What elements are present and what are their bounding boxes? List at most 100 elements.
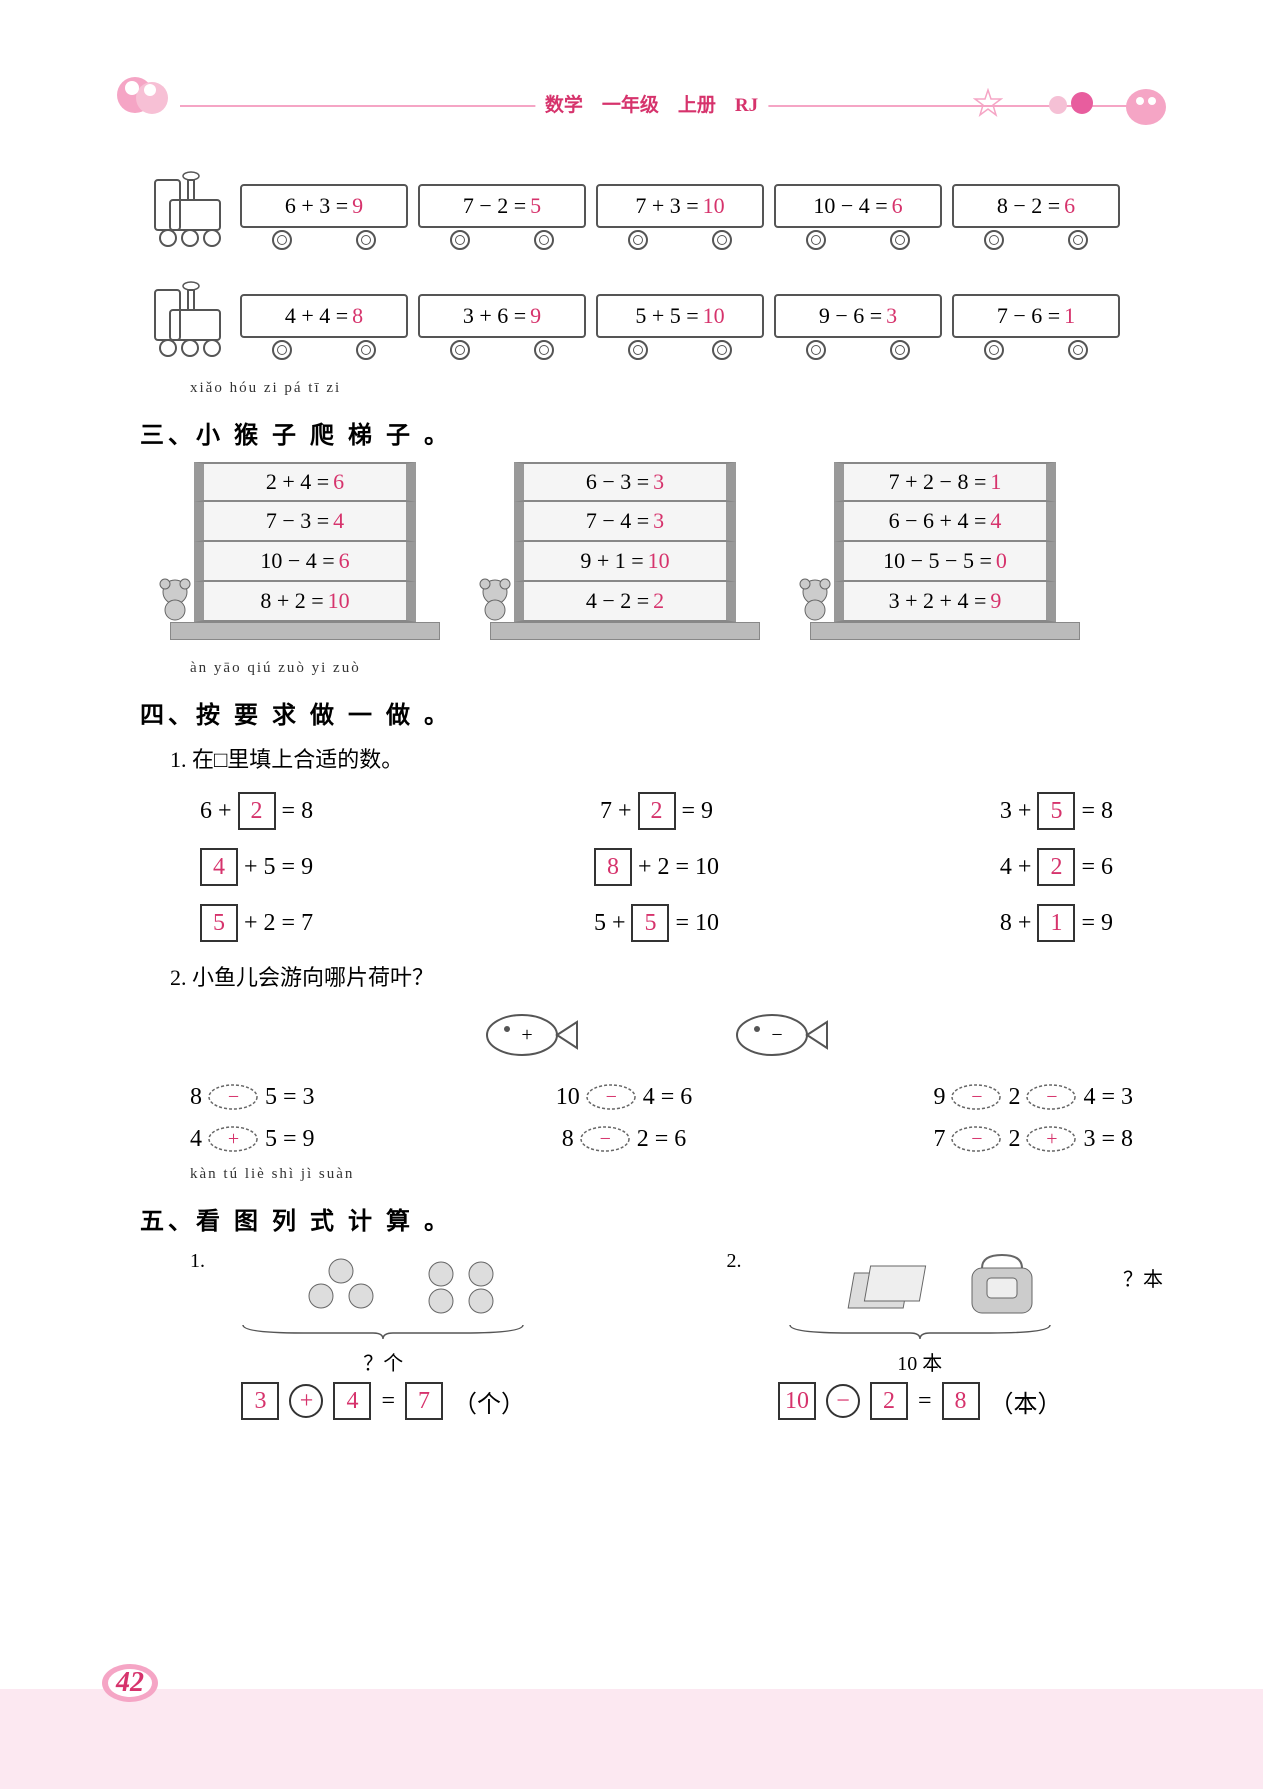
p2-a: 10 [778, 1382, 816, 1420]
leaf-row: 8−5 = 310−4 = 69−2−4 = 3 [190, 1082, 1133, 1112]
problem-2: 2. ？本 10 本 10 − 2 = 8 （本） [697, 1248, 1144, 1420]
ladder-rung: 7 − 3 =4 [194, 502, 416, 542]
train-cars-2: 4 + 4 =8 3 + 6 =9 5 + 5 =10 9 − 6 =3 7 −… [240, 294, 1120, 360]
monkey-icon [470, 572, 520, 622]
fish-legend: + − [140, 1007, 1163, 1067]
fill-item: 8 +1= 9 [1000, 904, 1113, 942]
p1-unit: （个） [453, 1384, 525, 1419]
section3-title: 三、小 猴 子 爬 梯 子 。 [140, 415, 1163, 450]
fill-item: 6 +2= 8 [200, 792, 313, 830]
p2-op: − [826, 1384, 860, 1418]
ladder-2: 6 − 3 =37 − 4 =39 + 1 =104 − 2 =2 [490, 462, 760, 640]
monkey-icon [790, 572, 840, 622]
leaf-row: 4+5 = 9 8−2 = 6 7−2+3 = 8 [190, 1124, 1133, 1154]
problem-1: 1. ？个 3 + 4 = 7 （个） [160, 1248, 607, 1420]
leaf-rows: 8−5 = 310−4 = 69−2−4 = 34+5 = 98−2 = 67−… [190, 1082, 1133, 1154]
train-car: 9 − 6 =3 [774, 294, 942, 360]
p1-r: 7 [405, 1382, 443, 1420]
ladder-rung: 7 − 4 =3 [514, 502, 736, 542]
fill-row: 5+ 2 = 7 5 +5= 10 8 +1= 9 [200, 904, 1113, 942]
lotus-leaf-icon: − [949, 1082, 1004, 1112]
p1-brace-label: ？个 [160, 1347, 607, 1376]
ladder-rung: 2 + 4 =6 [194, 462, 416, 502]
p2-equation: 10 − 2 = 8 （本） [697, 1382, 1144, 1420]
eq: = [918, 1388, 932, 1415]
page: 数学 一年级 上册 RJ 6 + 3 =9 7 − 2 =5 7 + 3 =10… [0, 0, 1263, 1789]
train-cars-1: 6 + 3 =9 7 − 2 =5 7 + 3 =10 10 − 4 =6 8 … [240, 184, 1120, 250]
mascot-left-icon [110, 60, 180, 130]
section5-title: 五、看 图 列 式 计 算 。 [140, 1201, 1163, 1236]
ladder-rung: 9 + 1 =10 [514, 542, 736, 582]
p2-num: 2. [727, 1250, 742, 1273]
ladder-rung: 6 − 6 + 4 =4 [834, 502, 1056, 542]
train-car: 3 + 6 =9 [418, 294, 586, 360]
train-car: 4 + 4 =8 [240, 294, 408, 360]
p1-op: + [289, 1384, 323, 1418]
svg-text:−: − [771, 1024, 782, 1046]
ladder-rung: 6 − 3 =3 [514, 462, 736, 502]
header-title: 数学 一年级 上册 RJ [535, 90, 768, 117]
books-bag-icon: ？本 [752, 1248, 1144, 1323]
ladder-1: 2 + 4 =67 − 3 =410 − 4 =68 + 2 =10 [170, 462, 440, 640]
lotus-leaf-icon: − [949, 1124, 1004, 1154]
train-engine-icon [140, 270, 230, 360]
lotus-leaf-icon: − [206, 1082, 261, 1112]
fill-item: 4 +2= 6 [1000, 848, 1113, 886]
ladders: 2 + 4 =67 − 3 =410 − 4 =68 + 2 =10 6 − 3… [170, 462, 1163, 640]
header-dots-icon [1049, 92, 1093, 119]
fill-blank-rows: 6 +2= 8 7 +2= 9 3 +5= 8 4+ 5 = 9 8+ 2 = 10 4 … [140, 792, 1163, 942]
fill-item: 5 +5= 10 [594, 904, 719, 942]
train-car: 8 − 2 =6 [952, 184, 1120, 250]
leaf-item: 4+5 = 9 [190, 1124, 315, 1154]
train-car: 7 + 3 =10 [596, 184, 764, 250]
fill-item: 4+ 5 = 9 [200, 848, 313, 886]
leaf-item: 10−4 = 6 [556, 1082, 693, 1112]
train-engine-icon [140, 160, 230, 250]
fish-plus-icon: + [472, 1007, 582, 1067]
ladder-3: 7 + 2 − 8 =16 − 6 + 4 =410 − 5 − 5 =03 +… [810, 462, 1080, 640]
page-header: 数学 一年级 上册 RJ [140, 70, 1163, 130]
section5-pinyin: kàn tú liè shì jì suàn [190, 1166, 1163, 1183]
leaf-item: 7−2+3 = 8 [933, 1124, 1133, 1154]
p2-qmark: ？本 [1123, 1263, 1163, 1292]
page-number: 42 [100, 1662, 160, 1704]
fill-item: 3 +5= 8 [1000, 792, 1113, 830]
fill-item: 7 +2= 9 [600, 792, 713, 830]
svg-text:+: + [521, 1024, 532, 1046]
p1-num: 1. [190, 1250, 205, 1273]
eq: = [381, 1388, 395, 1415]
lotus-leaf-icon: + [206, 1124, 261, 1154]
q4-2: 2. 小鱼儿会游向哪片荷叶？ [170, 960, 1163, 992]
q4-1: 1. 在□里填上合适的数。 [170, 742, 1163, 774]
lotus-leaf-icon: − [578, 1124, 633, 1154]
section3-pinyin: xiǎo hóu zi pá tī zi [190, 380, 1163, 397]
p2-brace-label: 10 本 [697, 1347, 1144, 1376]
p2-r: 8 [942, 1382, 980, 1420]
fill-item: 8+ 2 = 10 [594, 848, 719, 886]
train-row-2: 4 + 4 =8 3 + 6 =9 5 + 5 =10 9 − 6 =3 7 −… [140, 270, 1163, 360]
train-car: 7 − 6 =1 [952, 294, 1120, 360]
fill-item: 5+ 2 = 7 [200, 904, 313, 942]
monkey-icon [150, 572, 200, 622]
section4-title: 四、按 要 求 做 一 做 。 [140, 695, 1163, 730]
fill-row: 4+ 5 = 9 8+ 2 = 10 4 +2= 6 [200, 848, 1113, 886]
p1-equation: 3 + 4 = 7 （个） [160, 1382, 607, 1420]
lotus-leaf-icon: + [1024, 1124, 1079, 1154]
ladder-rung: 7 + 2 − 8 =1 [834, 462, 1056, 502]
fill-row: 6 +2= 8 7 +2= 9 3 +5= 8 [200, 792, 1113, 830]
ladder-rung: 4 − 2 =2 [514, 582, 736, 622]
picture-problems: 1. ？个 3 + 4 = 7 （个） 2. [160, 1248, 1143, 1420]
leaf-item: 8−2 = 6 [562, 1124, 687, 1154]
p2-b: 2 [870, 1382, 908, 1420]
train-car: 7 − 2 =5 [418, 184, 586, 250]
lotus-leaf-icon: − [1024, 1082, 1079, 1112]
star-icon [973, 88, 1003, 118]
train-car: 10 − 4 =6 [774, 184, 942, 250]
train-row-1: 6 + 3 =9 7 − 2 =5 7 + 3 =10 10 − 4 =6 8 … [140, 160, 1163, 250]
p2-unit: （本） [990, 1384, 1062, 1419]
train-section: 6 + 3 =9 7 − 2 =5 7 + 3 =10 10 − 4 =6 8 … [140, 160, 1163, 360]
apples-icon [215, 1248, 607, 1323]
leaf-item: 9−2−4 = 3 [933, 1082, 1133, 1112]
ladder-rung: 8 + 2 =10 [194, 582, 416, 622]
mascot-right-icon [1118, 75, 1173, 130]
